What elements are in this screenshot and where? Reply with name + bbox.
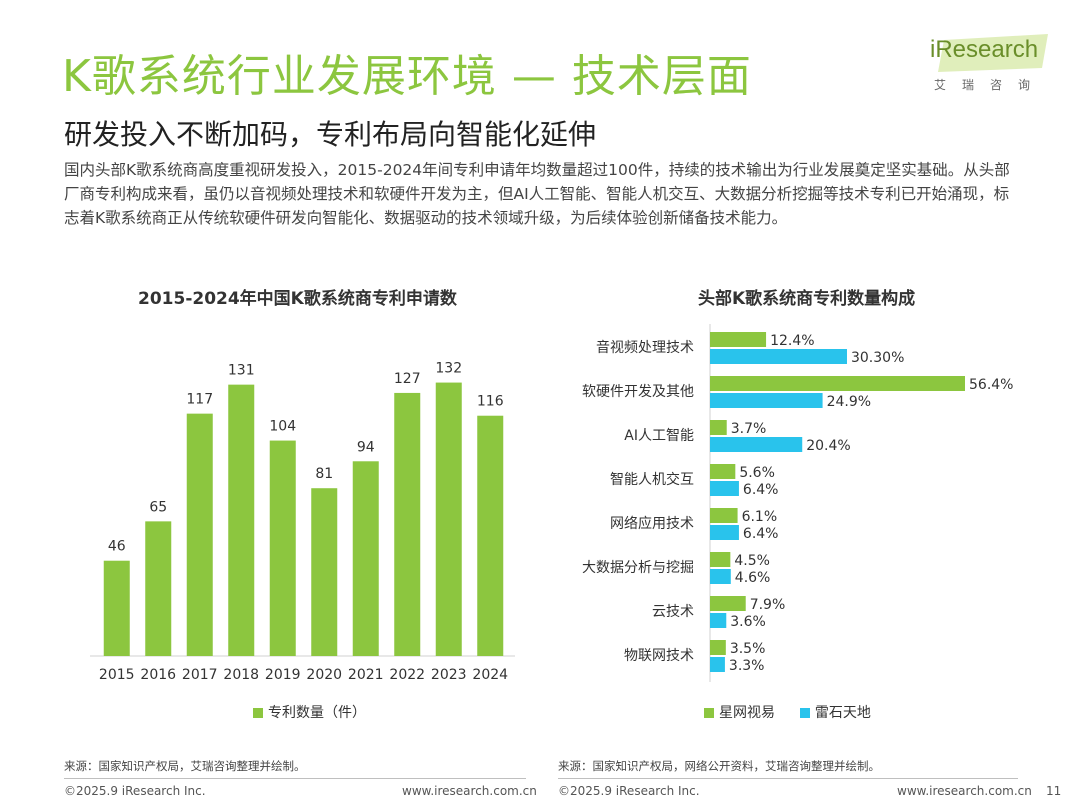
bar-雷石天地-物联网技术 (710, 657, 725, 672)
data-label-雷石天地-网络应用技术: 6.4% (743, 526, 779, 542)
bar-星网视易-音视频处理技术 (710, 332, 767, 347)
bar-雷石天地-网络应用技术 (710, 525, 739, 540)
y-tick-AI人工智能: AI人工智能 (624, 428, 694, 444)
y-tick-大数据分析与挖掘: 大数据分析与挖掘 (582, 560, 694, 576)
data-label-星网视易-音视频处理技术: 12.4% (770, 333, 814, 349)
footer-copyright-right: ©2025.9 iResearch Inc. (558, 784, 700, 798)
bar-雷石天地-软硬件开发及其他 (710, 393, 823, 408)
bar-星网视易-大数据分析与挖掘 (710, 552, 731, 567)
x-tick-2015: 2015 (99, 667, 135, 683)
left-source-note: 来源：国家知识产权局，艾瑞咨询整理并绘制。 (64, 759, 306, 773)
y-tick-云技术: 云技术 (652, 604, 694, 620)
data-label-2015: 46 (108, 539, 126, 555)
bar-2016 (145, 521, 172, 656)
x-tick-2018: 2018 (223, 667, 259, 683)
x-tick-2019: 2019 (265, 667, 301, 683)
legend-swatch-green (704, 708, 714, 718)
left-chart-legend: 专利数量（件） (253, 702, 366, 722)
data-label-雷石天地-大数据分析与挖掘: 4.6% (735, 570, 771, 586)
bar-2023 (435, 382, 462, 656)
patent-applications-bar-chart: 46 2015 65 2016 117 2017 131 2018 104 2019 81 2020 9… (90, 361, 515, 683)
patent-composition-bar-chart: 音视频处理技术 12.4% 30.30% 软硬件开发及其他 56.4% 24.9% AI人工… (582, 324, 1013, 682)
logo-subtext: 艾瑞咨询 (934, 78, 1047, 92)
bar-星网视易-物联网技术 (710, 640, 726, 655)
data-label-星网视易-软硬件开发及其他: 56.4% (969, 377, 1013, 393)
bar-雷石天地-音视频处理技术 (710, 349, 847, 364)
data-label-雷石天地-智能人机交互: 6.4% (743, 482, 779, 498)
bar-2015 (103, 560, 130, 656)
data-label-2016: 65 (149, 499, 167, 515)
data-label-星网视易-云技术: 7.9% (750, 597, 786, 613)
data-label-雷石天地-物联网技术: 3.3% (729, 658, 765, 674)
logo-badge-shape (938, 34, 1048, 72)
bar-星网视易-网络应用技术 (710, 508, 738, 523)
data-label-2020: 81 (315, 466, 333, 482)
y-tick-网络应用技术: 网络应用技术 (610, 515, 694, 532)
x-tick-2020: 2020 (306, 667, 342, 683)
page-description: 国内头部K歌系统商高度重视研发投入，2015-2024年间专利申请年均数量超过1… (64, 161, 1010, 227)
footer-copyright-left: ©2025.9 iResearch Inc. (64, 784, 206, 798)
data-label-2023: 132 (435, 361, 462, 377)
bar-2017 (186, 413, 213, 656)
bar-2018 (228, 384, 255, 656)
page-title: K歌系统行业发展环境 — 技术层面 (62, 51, 752, 102)
bar-2019 (269, 440, 296, 656)
logo-wordmark: iResearch (930, 36, 1039, 63)
bar-2020 (311, 488, 338, 656)
data-label-星网视易-大数据分析与挖掘: 4.5% (734, 553, 770, 569)
bar-雷石天地-云技术 (710, 613, 727, 628)
x-tick-2017: 2017 (182, 667, 218, 683)
data-label-星网视易-AI人工智能: 3.7% (731, 421, 767, 437)
data-label-星网视易-网络应用技术: 6.1% (742, 509, 778, 525)
bar-2024 (477, 415, 504, 656)
page-number: 11 (1046, 784, 1062, 798)
x-tick-2022: 2022 (389, 667, 425, 683)
data-label-雷石天地-云技术: 3.6% (730, 614, 766, 630)
bar-雷石天地-AI人工智能 (710, 437, 803, 452)
x-tick-2023: 2023 (431, 667, 467, 683)
data-label-2018: 131 (228, 363, 255, 379)
data-label-2019: 104 (269, 419, 296, 435)
y-tick-软硬件开发及其他: 软硬件开发及其他 (582, 384, 694, 400)
legend-swatch-blue (799, 708, 810, 718)
legend-label-leishi: 雷石天地 (814, 705, 871, 721)
footer-divider-right (558, 778, 1018, 779)
right-chart-legend: 星网视易 雷石天地 (704, 702, 871, 722)
bar-星网视易-智能人机交互 (710, 464, 736, 479)
left-chart-title: 2015-2024年中国K歌系统商专利申请数 (138, 289, 457, 309)
legend-label-patent-count: 专利数量（件） (268, 705, 366, 721)
data-label-2024: 116 (477, 394, 504, 410)
x-tick-2024: 2024 (472, 667, 508, 683)
data-label-雷石天地-AI人工智能: 20.4% (806, 438, 850, 454)
y-tick-音视频处理技术: 音视频处理技术 (596, 339, 694, 356)
bar-星网视易-软硬件开发及其他 (710, 376, 965, 391)
bar-雷石天地-智能人机交互 (710, 481, 739, 496)
data-label-2022: 127 (394, 371, 421, 387)
bar-雷石天地-大数据分析与挖掘 (710, 569, 731, 584)
bar-星网视易-云技术 (710, 596, 746, 611)
legend-label-xingwang: 星网视易 (719, 705, 775, 721)
y-tick-智能人机交互: 智能人机交互 (610, 471, 694, 488)
bar-2022 (394, 392, 421, 656)
data-label-雷石天地-软硬件开发及其他: 24.9% (827, 394, 871, 410)
footer-divider-left (64, 778, 526, 779)
bar-2021 (352, 461, 379, 656)
iresearch-logo: iResearch 艾瑞咨询 (930, 34, 1050, 94)
right-source-note: 来源：国家知识产权局，网络公开资料，艾瑞咨询整理并绘制。 (558, 759, 880, 773)
data-label-雷石天地-音视频处理技术: 30.30% (851, 350, 904, 366)
data-label-2021: 94 (357, 439, 375, 455)
legend-swatch-green (253, 708, 263, 718)
y-tick-物联网技术: 物联网技术 (624, 648, 694, 664)
x-tick-2021: 2021 (348, 667, 384, 683)
right-chart-title: 头部K歌系统商专利数量构成 (698, 289, 916, 309)
data-label-星网视易-物联网技术: 3.5% (730, 641, 766, 657)
footer-url-left[interactable]: www.iresearch.com.cn (402, 784, 537, 798)
x-tick-2016: 2016 (140, 667, 176, 683)
page-subtitle: 研发投入不断加码，专利布局向智能化延伸 (64, 118, 597, 151)
bar-星网视易-AI人工智能 (710, 420, 727, 435)
data-label-星网视易-智能人机交互: 5.6% (739, 465, 775, 481)
data-label-2017: 117 (186, 392, 213, 408)
footer-url-right[interactable]: www.iresearch.com.cn (897, 784, 1032, 798)
